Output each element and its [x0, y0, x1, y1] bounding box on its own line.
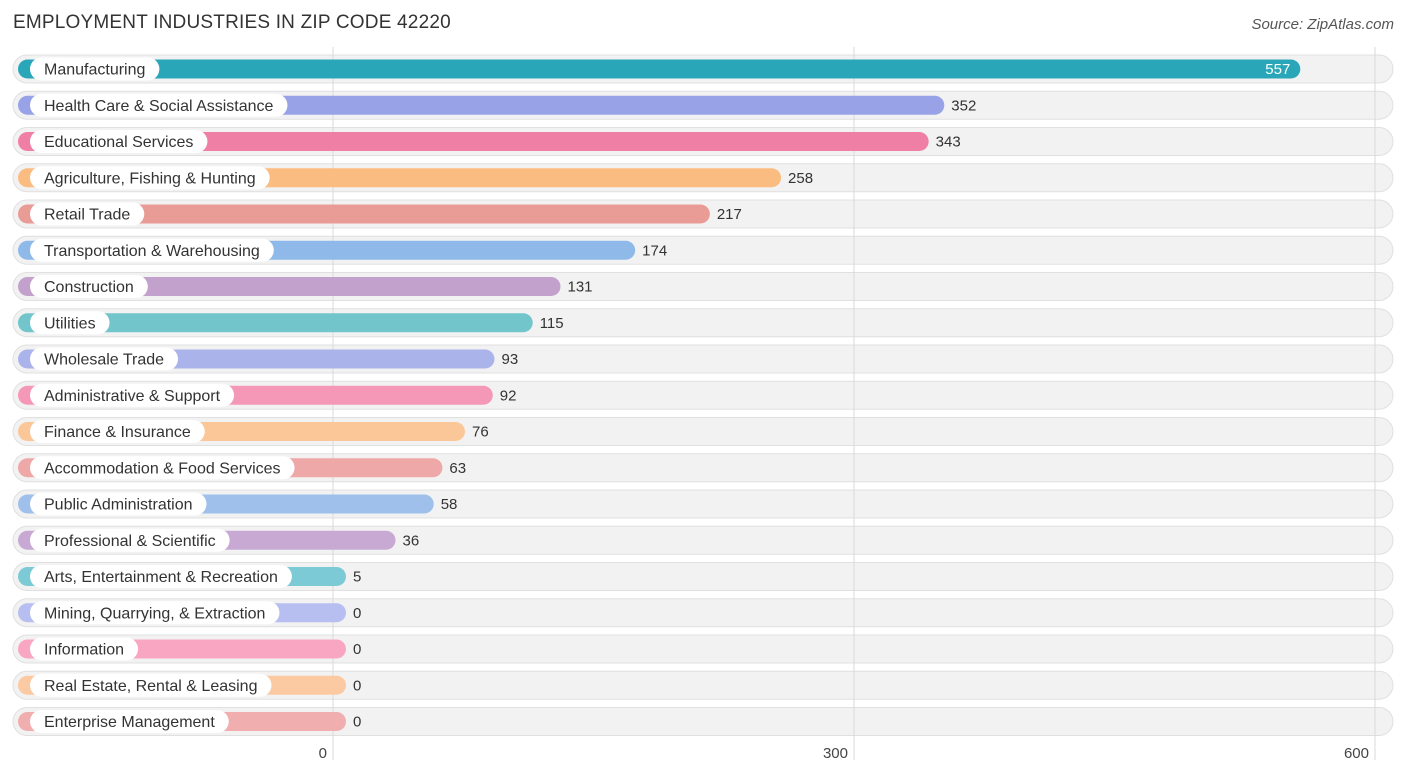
value-label: 36 — [403, 532, 420, 549]
bar-label: Utilities — [44, 315, 96, 332]
bar-row: Retail Trade 217 — [18, 202, 742, 226]
bar-row: Transportation & Warehousing 174 — [18, 238, 667, 262]
label-pill — [30, 637, 139, 661]
bar-row: Educational Services 343 — [18, 130, 961, 153]
row-background — [12, 562, 1394, 591]
bar-label: Wholesale Trade — [44, 352, 164, 369]
bar — [18, 277, 561, 296]
bar-label: Real Estate, Rental & Leasing — [44, 678, 257, 695]
value-label: 63 — [449, 460, 466, 477]
label-pill — [30, 311, 110, 335]
value-label: 0 — [353, 641, 361, 658]
bar-row: Professional & Scientific 36 — [18, 528, 420, 552]
source-credit: Source: ZipAtlas.com — [1251, 16, 1394, 33]
bar-row: Public Administration 58 — [18, 492, 458, 516]
bar-row: Administrative & Support 92 — [18, 383, 517, 407]
value-label: 58 — [441, 496, 458, 513]
row-background — [12, 634, 1394, 664]
label-pill — [30, 565, 292, 588]
bar-label: Arts, Entertainment & Recreation — [44, 569, 278, 586]
label-pill — [30, 673, 272, 697]
label-pill — [30, 130, 208, 153]
bar-row: Manufacturing 557 — [18, 57, 1301, 81]
value-label: 93 — [502, 351, 519, 368]
bar-label: Health Care & Social Assistance — [44, 98, 274, 115]
bar-row: Agriculture, Fishing & Hunting 258 — [18, 166, 813, 190]
bar-label: Manufacturing — [44, 62, 145, 79]
label-pill — [30, 528, 230, 552]
value-label: 0 — [353, 677, 361, 694]
label-pill — [30, 166, 270, 190]
bar-row: Health Care & Social Assistance 352 — [18, 93, 976, 117]
axis-ticks: 0 300 600 — [319, 745, 1369, 762]
bar-label: Public Administration — [44, 497, 193, 514]
label-pill — [30, 57, 160, 81]
bar-row: Real Estate, Rental & Leasing 0 — [18, 673, 361, 697]
value-label: 343 — [936, 134, 961, 151]
bar-label: Finance & Insurance — [44, 424, 191, 441]
bar-row: Mining, Quarrying, & Extraction 0 — [18, 601, 361, 625]
value-label: 217 — [717, 206, 742, 223]
row-background — [12, 707, 1394, 736]
value-label: 92 — [500, 387, 517, 404]
label-pill — [30, 601, 280, 625]
bar-label: Educational Services — [44, 134, 193, 151]
tick-label: 300 — [823, 745, 848, 762]
bar-label: Accommodation & Food Services — [44, 460, 281, 477]
value-label: 352 — [951, 97, 976, 114]
value-label: 0 — [353, 714, 361, 731]
bar-row: Arts, Entertainment & Recreation 5 — [18, 565, 361, 588]
bar-label: Retail Trade — [44, 207, 130, 224]
bar-row: Information 0 — [18, 637, 361, 661]
value-label: 557 — [1265, 61, 1290, 78]
row-background — [12, 670, 1394, 700]
value-label: 174 — [642, 242, 667, 259]
bar-row: Wholesale Trade 93 — [18, 347, 519, 371]
label-pill — [30, 383, 235, 407]
label-pill — [30, 275, 148, 298]
bar — [18, 59, 1301, 79]
bar — [18, 204, 710, 224]
value-label: 258 — [788, 170, 813, 187]
bar-row: Accommodation & Food Services 63 — [18, 456, 466, 480]
bar-label: Information — [44, 642, 124, 659]
label-pill — [30, 347, 179, 371]
bar-rows: Manufacturing 557 Health Care & Social Ass… — [18, 57, 1301, 733]
bar-label: Construction — [44, 279, 134, 296]
label-pill — [30, 492, 207, 516]
bar-row: Enterprise Management 0 — [18, 710, 361, 733]
bar-label: Professional & Scientific — [44, 533, 216, 550]
value-label: 5 — [353, 569, 361, 586]
bar — [18, 313, 533, 333]
label-pill — [30, 710, 229, 733]
bar-label: Administrative & Support — [44, 388, 221, 405]
bar-label: Mining, Quarrying, & Extraction — [44, 605, 265, 622]
value-label: 131 — [568, 279, 593, 296]
value-label: 76 — [472, 424, 489, 441]
label-pill — [30, 456, 295, 480]
value-label: 0 — [353, 605, 361, 622]
bar-label: Agriculture, Fishing & Hunting — [44, 170, 256, 187]
row-background — [12, 598, 1394, 628]
label-pill — [30, 238, 274, 262]
tick-label: 600 — [1344, 745, 1369, 762]
bar-label: Transportation & Warehousing — [44, 243, 260, 260]
value-label: 115 — [540, 315, 564, 332]
chart-title: EMPLOYMENT INDUSTRIES IN ZIP CODE 42220 — [13, 12, 451, 33]
tick-label: 0 — [319, 745, 327, 762]
bar — [18, 132, 929, 151]
bar-row: Construction 131 — [18, 275, 593, 298]
label-pill — [30, 202, 145, 226]
bar-label: Enterprise Management — [44, 714, 215, 731]
label-pill — [30, 420, 205, 443]
label-pill — [30, 93, 288, 117]
bar-row: Finance & Insurance 76 — [18, 420, 489, 443]
bar-row: Utilities 115 — [18, 311, 564, 335]
